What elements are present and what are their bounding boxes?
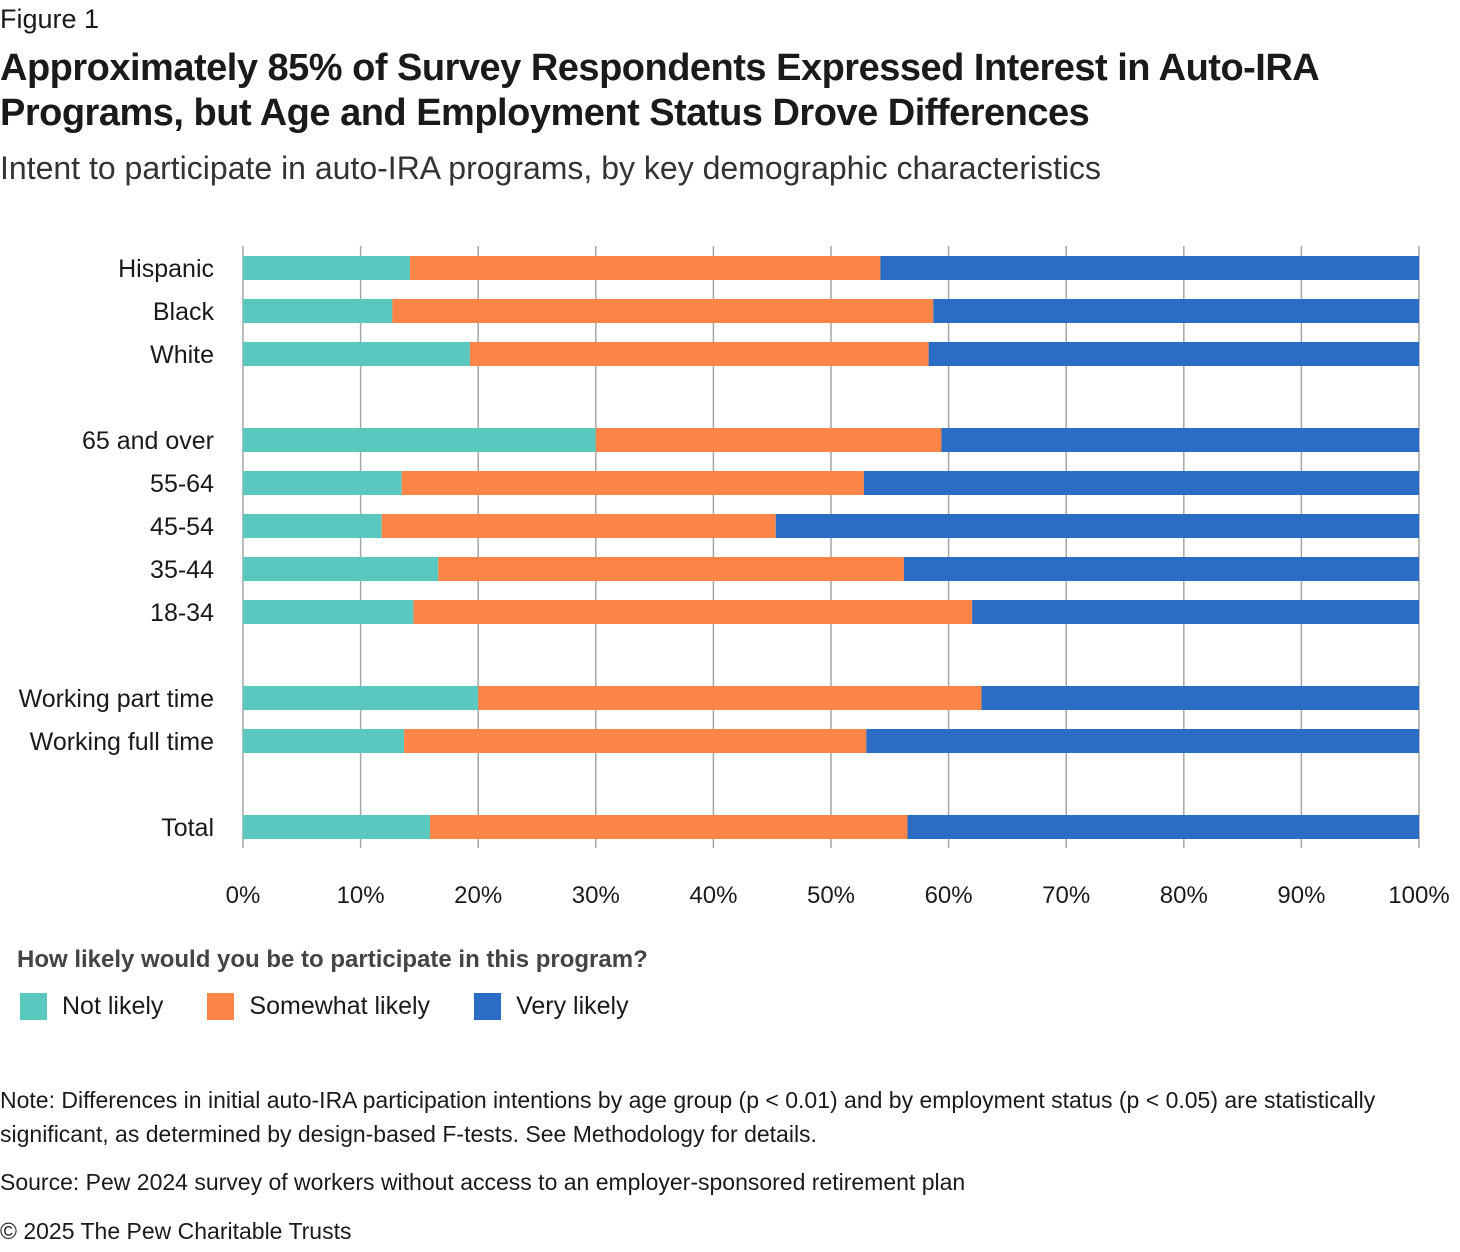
legend-label: Not likely xyxy=(62,992,164,1020)
category-label: Working full time xyxy=(30,728,214,756)
x-tick-label: 80% xyxy=(1160,882,1208,909)
category-label: 35-44 xyxy=(150,556,214,584)
legend-label: Somewhat likely xyxy=(249,992,431,1020)
bar-segment xyxy=(243,729,405,753)
category-label: Working part time xyxy=(19,685,214,713)
figure-label: Figure 1 xyxy=(0,4,100,34)
bar-segment xyxy=(595,428,942,452)
bar-segment xyxy=(243,815,430,839)
bar-segment xyxy=(469,342,929,366)
bar-segment xyxy=(243,514,382,538)
bar-segment xyxy=(438,557,904,581)
x-tick-label: 30% xyxy=(572,882,620,909)
category-label: 55-64 xyxy=(150,470,214,498)
bar-segment xyxy=(775,514,1419,538)
legend: Not likely Somewhat likely Very likely xyxy=(20,992,673,1021)
x-tick-label: 90% xyxy=(1277,882,1325,909)
bar-segment xyxy=(243,299,393,323)
bars xyxy=(243,256,1419,839)
legend-item-very-likely: Very likely xyxy=(474,992,629,1021)
gridlines xyxy=(242,246,1420,848)
x-tick-label: 70% xyxy=(1042,882,1090,909)
bar-segment xyxy=(928,342,1419,366)
copyright-text: © 2025 The Pew Charitable Trusts xyxy=(0,1218,352,1244)
x-tick-label: 60% xyxy=(925,882,973,909)
bar-segment xyxy=(972,600,1419,624)
bar-segment xyxy=(981,686,1419,710)
x-tick-label: 100% xyxy=(1388,882,1449,909)
category-label: Black xyxy=(153,298,215,326)
bar-segment xyxy=(243,686,479,710)
bar-segment xyxy=(409,256,881,280)
bar-segment xyxy=(903,557,1419,581)
bar-segment xyxy=(243,557,439,581)
chart-title: Approximately 85% of Survey Respondents … xyxy=(0,47,1318,134)
bar-segment xyxy=(907,815,1419,839)
bar-segment xyxy=(933,299,1419,323)
bar-segment xyxy=(863,471,1419,495)
x-tick-label: 20% xyxy=(454,882,502,909)
bar-segment xyxy=(866,729,1419,753)
category-label: 45-54 xyxy=(150,513,214,541)
bar-segment xyxy=(243,256,410,280)
bar-segment xyxy=(478,686,982,710)
legend-swatch xyxy=(207,993,235,1020)
category-label: 18-34 xyxy=(150,599,214,627)
legend-swatch xyxy=(474,993,502,1020)
bar-segment xyxy=(404,729,867,753)
chart-subtitle: Intent to participate in auto-IRA progra… xyxy=(0,150,1101,186)
category-label: Total xyxy=(161,814,214,842)
bar-segment xyxy=(243,600,414,624)
x-tick-label: 0% xyxy=(226,882,261,909)
bar-segment xyxy=(243,428,596,452)
legend-item-not-likely: Not likely xyxy=(20,992,163,1021)
x-tick-label: 40% xyxy=(689,882,737,909)
legend-title: How likely would you be to participate i… xyxy=(17,946,648,973)
bar-segment xyxy=(243,471,402,495)
bar-segment xyxy=(880,256,1419,280)
x-tick-label: 10% xyxy=(337,882,385,909)
legend-swatch xyxy=(20,993,47,1020)
bar-segment xyxy=(413,600,973,624)
category-labels: Hispanic Black White 65 and over 55-64 45-54 3… xyxy=(19,255,215,842)
source-text: Source: Pew 2024 survey of workers witho… xyxy=(0,1169,966,1195)
note-text: Note: Differences in initial auto-IRA pa… xyxy=(0,1087,1376,1147)
bar-segment xyxy=(392,299,934,323)
bar-segment xyxy=(941,428,1419,452)
bar-segment xyxy=(429,815,908,839)
category-label: 65 and over xyxy=(82,427,214,455)
legend-item-somewhat-likely: Somewhat likely xyxy=(207,992,430,1021)
bar-segment xyxy=(401,471,864,495)
x-axis-ticks: 0% 10% 20% 30% 40% 50% 60% 70% 80% 90% 100% xyxy=(226,882,1450,909)
bar-segment xyxy=(381,514,776,538)
category-label: Hispanic xyxy=(118,255,214,283)
legend-label: Very likely xyxy=(516,992,629,1020)
bar-segment xyxy=(243,342,470,366)
category-label: White xyxy=(150,341,214,369)
x-tick-label: 50% xyxy=(807,882,855,909)
stacked-bar-chart: Hispanic Black White 65 and over 55-64 45-54 3… xyxy=(19,246,1450,909)
